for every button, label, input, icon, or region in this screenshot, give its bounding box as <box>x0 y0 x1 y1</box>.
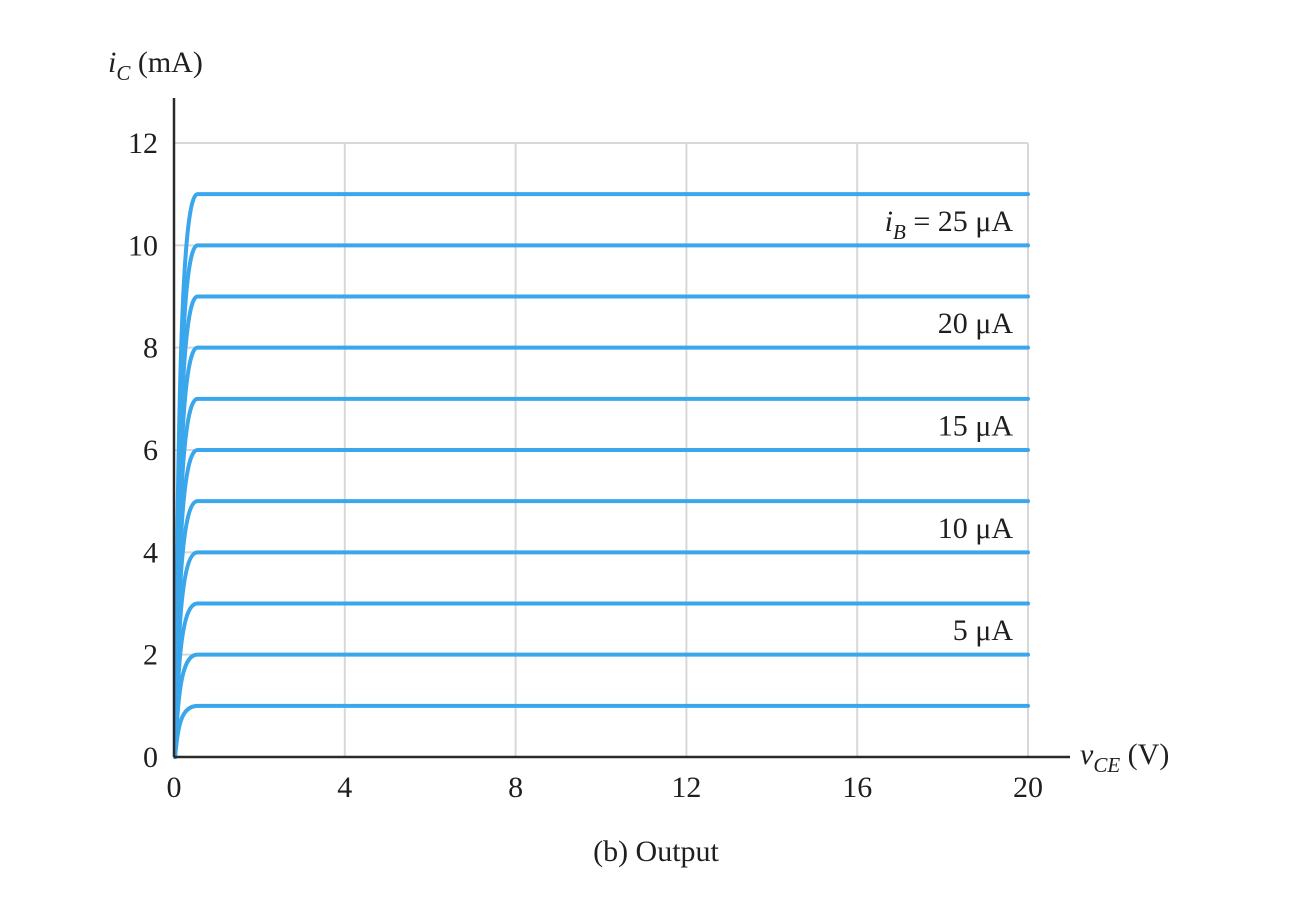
curve-labels: iB = 25 μA 20 μA 15 μA 10 μA 5 μA <box>885 205 1014 647</box>
x-tick-label-1: 4 <box>337 771 352 804</box>
y-tick-label-0: 0 <box>143 741 158 774</box>
x-tick-label-3: 12 <box>671 771 701 804</box>
chart-caption: (b) Output <box>593 835 719 868</box>
y-tick-label-5: 10 <box>128 229 158 262</box>
y-tick-label-4: 8 <box>143 332 158 365</box>
curve-label-1: 20 μA <box>938 307 1014 340</box>
curve-label-4: 5 μA <box>953 614 1014 647</box>
x-tick-label-5: 20 <box>1013 771 1043 804</box>
axes <box>172 98 1070 759</box>
y-axis-title: iC (mA) <box>108 46 203 85</box>
tick-labels: 0 4 8 12 16 20 0 2 4 6 8 10 12 <box>128 127 1043 804</box>
curve-label-3: 10 μA <box>938 512 1014 545</box>
curves <box>173 192 1030 759</box>
y-tick-label-3: 6 <box>143 434 158 467</box>
characteristic-curve-3 <box>173 601 1030 759</box>
x-tick-label-2: 8 <box>508 771 523 804</box>
y-tick-label-6: 12 <box>128 127 158 160</box>
x-axis-title: vCE (V) <box>1080 738 1169 777</box>
curve-label-2: 15 μA <box>938 409 1014 442</box>
characteristic-curve-9 <box>173 294 1030 759</box>
characteristic-curve-1 <box>173 703 1030 759</box>
y-tick-label-1: 2 <box>143 639 158 672</box>
characteristic-curve-5 <box>173 499 1030 759</box>
y-tick-label-2: 4 <box>143 536 158 569</box>
curve-label-0: iB = 25 μA <box>885 205 1014 244</box>
x-tick-label-4: 16 <box>842 771 872 804</box>
x-tick-label-0: 0 <box>167 771 182 804</box>
characteristic-curve-7 <box>173 396 1030 759</box>
characteristic-curve-11 <box>173 192 1030 759</box>
